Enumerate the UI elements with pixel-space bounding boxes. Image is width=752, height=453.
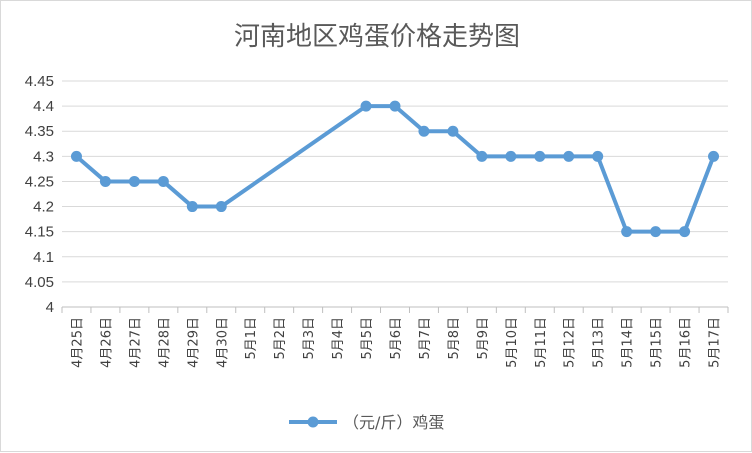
x-tick-label: 5月3日 — [302, 317, 317, 360]
data-point[interactable] — [128, 175, 140, 187]
x-tick-label: 4月26日 — [99, 317, 114, 368]
series-line — [74, 104, 716, 234]
x-tick-label: 5月15日 — [650, 317, 665, 368]
y-tick-label: 4 — [46, 299, 54, 316]
x-tick-label: 5月1日 — [244, 317, 259, 360]
x-tick-label: 5月6日 — [389, 317, 404, 360]
x-tick-label: 4月28日 — [157, 317, 172, 368]
x-tick-label: 5月5日 — [360, 317, 375, 360]
y-tick-label: 4.2 — [33, 199, 54, 216]
x-tick-label: 5月7日 — [418, 317, 433, 360]
y-tick-label: 4.25 — [25, 173, 54, 190]
data-point[interactable] — [447, 125, 459, 137]
data-point[interactable] — [186, 201, 198, 213]
chart-title: 河南地区鸡蛋价格走势图 — [234, 22, 520, 52]
legend-label: （元/斤）鸡蛋 — [343, 413, 444, 432]
data-point[interactable] — [99, 175, 111, 187]
y-tick-label: 4.1 — [33, 249, 54, 266]
x-tick-label: 5月4日 — [331, 317, 346, 360]
y-tick-label: 4.4 — [33, 98, 54, 115]
x-tick-label: 5月11日 — [534, 317, 549, 368]
y-axis-ticks: 4 4.05 4.1 4.15 4.2 4.25 4.3 4.35 4.4 4.45 — [25, 73, 54, 316]
x-tick-label: 5月14日 — [621, 317, 636, 368]
legend[interactable]: （元/斤）鸡蛋 — [289, 413, 444, 432]
x-tick-label: 5月16日 — [679, 317, 694, 368]
data-point[interactable] — [215, 201, 227, 213]
data-point[interactable] — [70, 150, 82, 162]
y-tick-label: 4.45 — [25, 73, 54, 90]
data-point[interactable] — [360, 100, 372, 112]
x-tick-label: 4月27日 — [128, 317, 143, 368]
data-point[interactable] — [476, 150, 488, 162]
data-point[interactable] — [505, 150, 517, 162]
x-tick-label: 5月10日 — [505, 317, 520, 368]
x-axis: 4月25日 4月26日 4月27日 4月28日 4月29日 4月30日 5月1日 5月2日 5月… — [61, 307, 729, 368]
x-tick-label: 5月17日 — [708, 317, 723, 368]
x-tick-label: 5月8日 — [447, 317, 462, 360]
legend-point-marker — [307, 416, 319, 428]
data-point[interactable] — [650, 226, 662, 238]
data-point[interactable] — [563, 150, 575, 162]
y-tick-label: 4.35 — [25, 123, 54, 140]
x-tick-label: 5月12日 — [563, 317, 578, 368]
data-point[interactable] — [592, 150, 604, 162]
x-tick-label: 5月13日 — [592, 317, 607, 368]
y-tick-label: 4.05 — [25, 274, 54, 291]
x-tick-label: 5月2日 — [273, 317, 288, 360]
data-point[interactable] — [621, 226, 633, 238]
data-point[interactable] — [418, 125, 430, 137]
x-tick-label: 4月29日 — [186, 317, 201, 368]
data-point[interactable] — [679, 226, 691, 238]
data-point[interactable] — [157, 175, 169, 187]
x-tick-label: 4月25日 — [70, 317, 85, 368]
data-point[interactable] — [389, 100, 401, 112]
grid-lines — [62, 80, 728, 308]
data-point[interactable] — [708, 150, 720, 162]
data-point[interactable] — [534, 150, 546, 162]
y-tick-label: 4.15 — [25, 224, 54, 241]
x-tick-label: 4月30日 — [215, 317, 230, 368]
x-tick-label: 5月9日 — [476, 317, 491, 360]
y-tick-label: 4.3 — [33, 148, 54, 165]
series-layer — [70, 100, 720, 238]
